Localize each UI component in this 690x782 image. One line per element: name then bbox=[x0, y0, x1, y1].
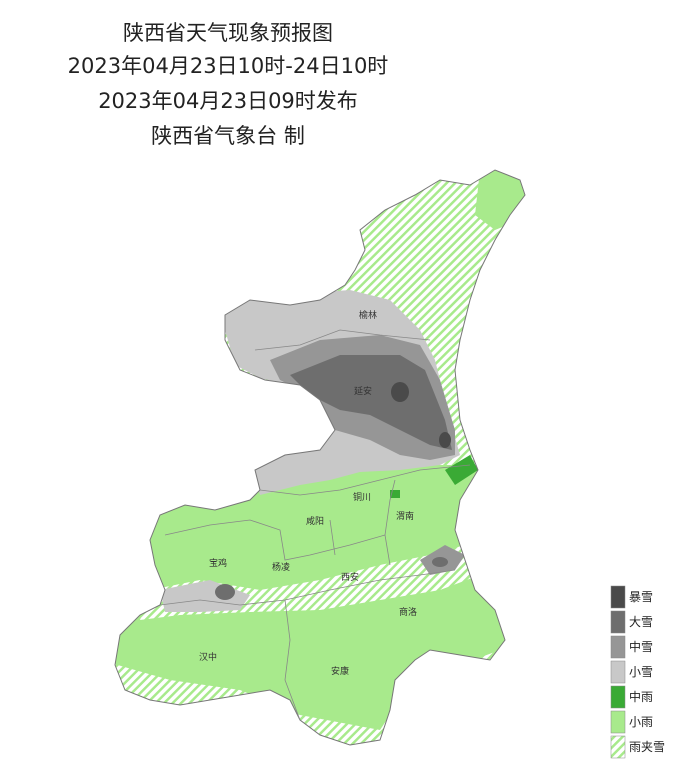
map-title: 陕西省天气现象预报图 bbox=[123, 21, 333, 45]
moderate-rain-area bbox=[445, 455, 478, 485]
blizzard-area bbox=[439, 432, 451, 448]
city-borders bbox=[159, 329, 471, 721]
legend-label: 中雪 bbox=[629, 639, 653, 654]
city-label: 宝鸡 bbox=[209, 557, 227, 569]
issuer: 陕西省气象台 制 bbox=[151, 124, 305, 148]
city-label: 咸阳 bbox=[306, 515, 324, 527]
moderate-rain-area bbox=[390, 490, 400, 498]
city-labels: 榆林 延安 铜川 渭南 咸阳 宝鸡 杨凌 西安 商洛 汉中 安康 bbox=[199, 309, 417, 677]
city-label: 铜川 bbox=[353, 491, 371, 503]
legend-swatch bbox=[610, 635, 626, 659]
city-label: 渭南 bbox=[396, 510, 414, 522]
city-label: 安康 bbox=[331, 665, 349, 677]
legend-swatch bbox=[610, 585, 626, 609]
legend-label: 小雪 bbox=[629, 665, 653, 679]
legend bbox=[610, 585, 626, 759]
heavy-snow-area bbox=[215, 584, 235, 600]
legend-label: 暴雪 bbox=[629, 590, 653, 604]
legend-label: 小雨 bbox=[629, 715, 653, 729]
city-label: 延安 bbox=[354, 385, 372, 397]
city-label: 杨凌 bbox=[272, 561, 290, 573]
legend-swatch bbox=[610, 685, 626, 709]
blizzard-area bbox=[391, 382, 409, 402]
city-label: 西安 bbox=[341, 571, 359, 583]
legend-label: 大雪 bbox=[629, 615, 653, 629]
legend-labels: 暴雪 大雪 中雪 小雪 中雨 小雨 雨夹雪 bbox=[629, 590, 665, 754]
heavy-snow-area bbox=[290, 355, 452, 450]
city-label: 榆林 bbox=[359, 309, 377, 321]
city-label: 汉中 bbox=[199, 651, 217, 663]
legend-label: 中雨 bbox=[629, 689, 653, 704]
legend-label: 雨夹雪 bbox=[629, 740, 665, 754]
forecast-period: 2023年04月23日10时-24日10时 bbox=[68, 54, 389, 78]
issue-time: 2023年04月23日09时发布 bbox=[98, 89, 358, 113]
heavy-snow-area bbox=[432, 557, 448, 567]
legend-swatch bbox=[610, 735, 626, 759]
legend-swatch bbox=[610, 660, 626, 684]
weather-areas bbox=[115, 170, 525, 745]
legend-swatch bbox=[610, 710, 626, 734]
city-label: 商洛 bbox=[399, 606, 417, 618]
legend-swatch bbox=[610, 610, 626, 634]
